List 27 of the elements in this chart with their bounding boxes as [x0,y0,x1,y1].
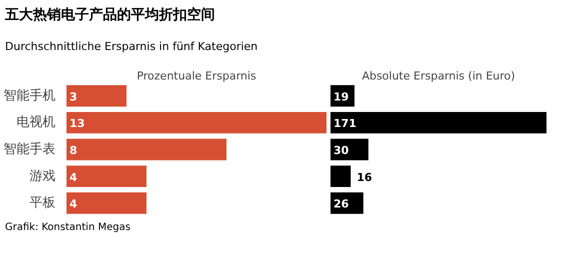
bar [66,85,126,107]
bar [66,166,146,188]
y-tick-label: 电视机 [16,115,56,130]
data-label: 171 [334,117,356,130]
bar [330,112,546,134]
y-tick-label: 游戏 [30,168,56,184]
data-label: 26 [334,198,350,211]
x-axis-title: Absolute Ersparnis (in Euro) [362,70,516,82]
data-label: 4 [70,198,78,211]
data-label: 30 [334,144,350,157]
data-label: 3 [70,90,78,104]
bar [330,166,351,188]
data-label: 13 [70,117,85,130]
text: Grafik: Konstantin Megas [5,221,130,235]
bar [66,192,146,214]
x-axis-title: Prozentuale Ersparnis [136,70,256,82]
bar [66,112,326,134]
data-label: 19 [334,90,349,104]
data-label: 8 [70,144,78,157]
data-label: 4 [70,170,78,184]
y-tick-label: 智能手表 [4,142,56,157]
y-tick-label: 平板 [30,196,56,211]
chart-subtitle: Durchschnittliche Ersparnis in fünf Kategorien [5,39,258,55]
data-label: 16 [356,170,372,184]
bar [66,138,226,160]
y-tick-label: 智能手机 [4,88,56,104]
chart-title: 五大热销电子产品的平均折扣空间 [5,6,215,25]
